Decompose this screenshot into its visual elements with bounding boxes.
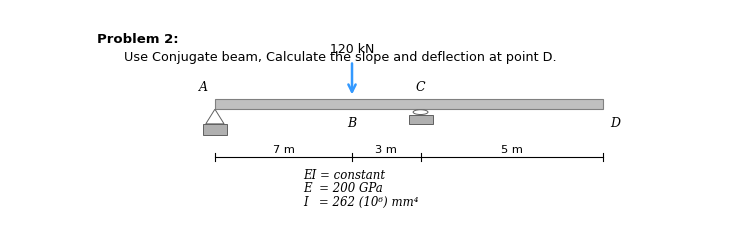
FancyBboxPatch shape [408, 114, 433, 124]
Text: C: C [416, 81, 425, 94]
FancyBboxPatch shape [215, 99, 604, 109]
Text: 120 kN: 120 kN [330, 43, 374, 56]
Text: 3 m: 3 m [375, 145, 397, 155]
FancyBboxPatch shape [203, 124, 227, 135]
Text: 7 m: 7 m [273, 145, 294, 155]
Text: I   = 262 (10⁶) mm⁴: I = 262 (10⁶) mm⁴ [304, 196, 419, 209]
Circle shape [413, 110, 428, 114]
Text: Use Conjugate beam, Calculate the slope and deflection at point D.: Use Conjugate beam, Calculate the slope … [124, 51, 556, 64]
Text: Problem 2:: Problem 2: [97, 33, 178, 46]
Text: EI = constant: EI = constant [304, 169, 385, 182]
Polygon shape [206, 109, 224, 124]
Text: D: D [610, 117, 620, 130]
Text: E  = 200 GPa: E = 200 GPa [304, 183, 383, 195]
Text: B: B [347, 117, 357, 130]
Text: A: A [199, 81, 208, 94]
Text: 5 m: 5 m [501, 145, 523, 155]
